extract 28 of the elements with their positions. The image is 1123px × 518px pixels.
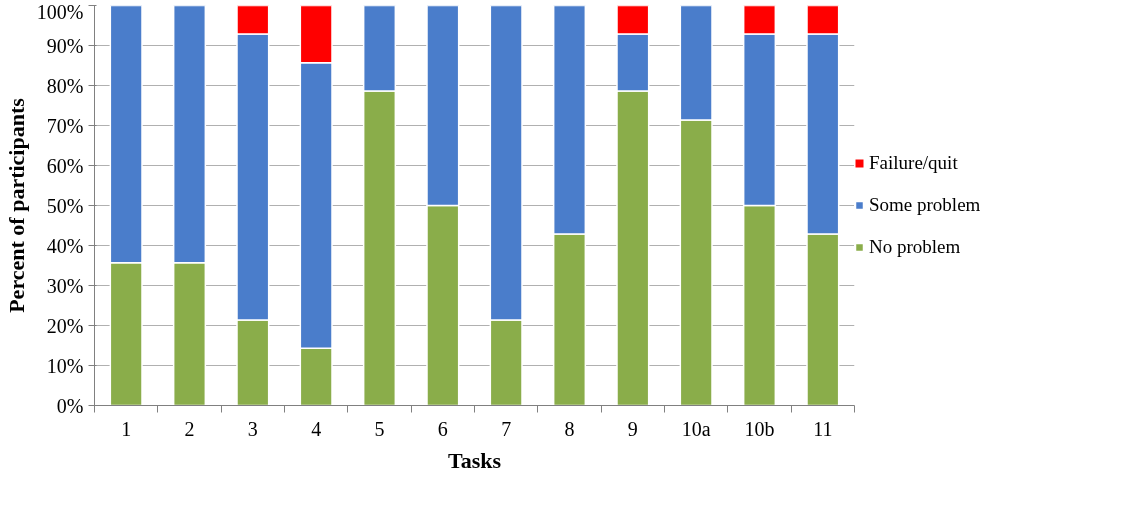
x-tick-label: 10b [744, 417, 775, 440]
y-tick-label: 0% [56, 394, 84, 417]
x-tick-label: 1 [121, 417, 132, 440]
legend-label: Failure/quit [869, 152, 958, 174]
y-tick-label: 20% [46, 314, 84, 337]
x-tick-label: 4 [311, 417, 322, 440]
y-tick-label: 100% [36, 0, 84, 23]
y-tick-label: 30% [46, 274, 84, 297]
x-tick-label: 8 [564, 417, 575, 440]
x-tick-label: 3 [247, 417, 258, 440]
x-tick-label: 6 [437, 417, 448, 440]
y-tick-label: 80% [46, 74, 84, 97]
y-tick-label: 50% [46, 194, 84, 217]
x-tick-label: 7 [501, 417, 512, 440]
x-tick-label: 2 [184, 417, 195, 440]
y-tick-label: 40% [46, 234, 84, 257]
legend-label: No problem [869, 236, 961, 258]
y-tick-label: 60% [46, 154, 84, 177]
legend-label: Some problem [869, 194, 981, 216]
x-tick-label: 10a [681, 417, 711, 440]
x-tick-label: 5 [374, 417, 385, 440]
y-tick-label: 90% [46, 34, 84, 57]
y-axis-title: Percent of participants [3, 97, 29, 313]
x-tick-label: 9 [627, 417, 638, 440]
x-tick-label: 11 [813, 417, 833, 440]
y-tick-label: 10% [46, 354, 84, 377]
y-tick-label: 70% [46, 114, 84, 137]
x-axis-title: Tasks [447, 447, 502, 473]
